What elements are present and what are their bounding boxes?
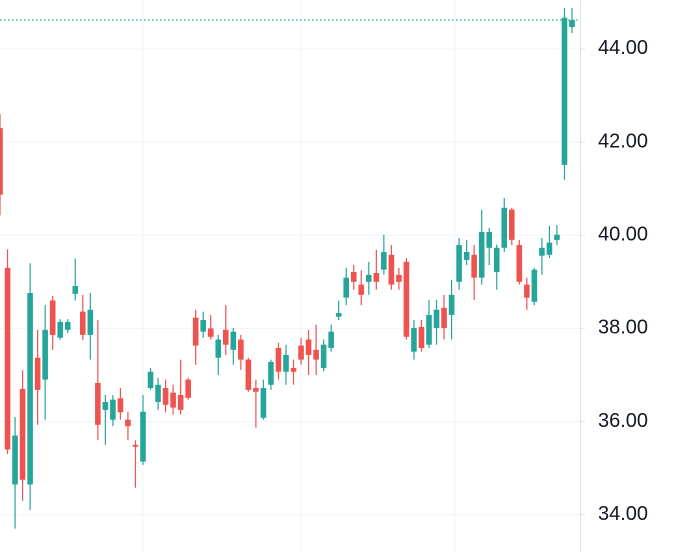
candle-body <box>411 327 417 352</box>
candle-body <box>358 284 365 295</box>
candle-body <box>381 252 387 270</box>
candle-body <box>185 379 191 398</box>
candle-body <box>478 231 485 278</box>
candle-body <box>87 309 94 335</box>
candle-body <box>388 254 395 285</box>
candle-body <box>170 392 176 408</box>
candle-body <box>396 274 402 282</box>
candle-body <box>539 247 545 256</box>
candle-body <box>19 388 26 480</box>
candle-body <box>155 384 161 403</box>
candle-body <box>64 321 71 330</box>
candle-body <box>117 398 124 413</box>
candle-body <box>238 339 244 360</box>
candle-body <box>12 435 18 485</box>
candle-body <box>253 388 259 392</box>
candle-body <box>42 329 48 380</box>
candle-body <box>320 344 327 368</box>
candle-body <box>493 247 500 273</box>
candle-body <box>508 209 515 240</box>
candle-body <box>350 272 357 282</box>
candle-body <box>57 321 64 338</box>
candle-body <box>426 314 432 345</box>
candle-body <box>72 286 79 294</box>
candle-body <box>463 252 470 260</box>
candle-body <box>110 399 116 420</box>
candle-body <box>4 267 11 450</box>
candle-body <box>147 371 154 389</box>
candle-body <box>418 327 425 348</box>
candle-body <box>230 331 237 350</box>
candle-body <box>268 361 274 385</box>
candle-body <box>546 242 553 255</box>
candle-body <box>125 419 131 427</box>
candle-body <box>456 245 462 282</box>
candle-body <box>441 307 447 328</box>
candle-body <box>260 388 267 418</box>
candle-body <box>290 368 297 372</box>
y-tick-label: 36.00 <box>598 410 648 432</box>
candle-body <box>215 339 222 358</box>
candle-body <box>245 359 252 390</box>
candle-body <box>516 245 523 282</box>
candle-body <box>561 17 568 165</box>
candle-body <box>200 320 207 332</box>
candle-body <box>283 354 289 372</box>
candle-body <box>0 128 3 195</box>
candle-body <box>403 261 410 337</box>
candle-body <box>140 411 146 462</box>
y-tick-label: 44.00 <box>598 37 648 59</box>
candle-body <box>305 339 312 355</box>
candle-body <box>49 300 56 335</box>
candle-body <box>569 20 575 28</box>
candle-body <box>34 357 41 390</box>
candle-body <box>222 329 229 345</box>
candle-body <box>365 274 372 282</box>
candle-body <box>448 294 455 315</box>
y-tick-label: 40.00 <box>598 224 648 246</box>
candle-body <box>207 328 214 337</box>
candle-body <box>373 272 380 282</box>
candle-body <box>132 444 139 447</box>
candle-body <box>79 311 86 335</box>
candle-body <box>275 347 282 372</box>
y-tick-label: 38.00 <box>598 317 648 339</box>
candle-body <box>298 345 304 360</box>
candle-body <box>471 254 477 278</box>
candle-body <box>524 284 530 298</box>
candle-body <box>501 207 508 248</box>
candle-body <box>27 293 33 485</box>
candle-body <box>335 313 342 317</box>
candle-body <box>177 395 184 410</box>
candle-body <box>95 382 101 425</box>
candle-body <box>486 231 493 248</box>
candle-body <box>162 388 169 405</box>
candle-body <box>554 234 560 240</box>
candle-body <box>343 277 350 298</box>
candle-body <box>313 349 319 360</box>
y-tick-label: 42.00 <box>598 130 648 152</box>
y-tick-label: 34.00 <box>598 503 648 525</box>
candle-body <box>102 402 109 410</box>
candle-body <box>328 331 334 348</box>
candle-body <box>531 269 538 302</box>
candle-body <box>433 309 440 328</box>
candle-body <box>192 317 199 346</box>
